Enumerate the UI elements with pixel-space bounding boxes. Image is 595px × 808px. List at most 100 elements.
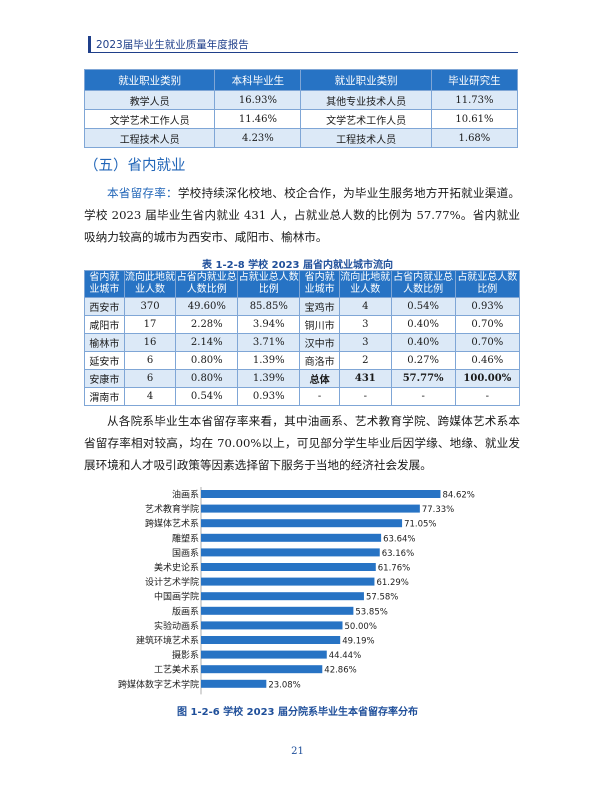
category-label: 美术史论系 — [154, 562, 199, 574]
table-cell: 0.80% — [175, 369, 239, 388]
paragraph-departments: 从各院系毕业生本省留存率来看，其中油画系、艺术教育学院、跨媒体艺术系本省留存率相… — [84, 414, 520, 472]
bar — [201, 577, 375, 586]
table-cell: 安康市 — [84, 369, 125, 388]
table-cell: 3.71% — [237, 333, 301, 352]
table-cell: 3.94% — [237, 315, 301, 334]
table-row: 渭南市 4 0.54% 0.93% - - - - — [84, 387, 521, 406]
column-header: 占省内就业总人数比例 — [175, 270, 239, 298]
table-cell: 10.61% — [430, 109, 519, 129]
table-cell: 0.54% — [175, 387, 239, 406]
table-cell: 0.80% — [175, 351, 239, 370]
table-cell: 铜川市 — [299, 315, 340, 334]
table-cell: 西安市 — [84, 297, 125, 316]
table-cell: 榆林市 — [84, 333, 125, 352]
table-cell: 文学艺术工作人员 — [83, 109, 216, 129]
value-label: 44.44% — [329, 651, 361, 661]
column-header: 毕业研究生 — [430, 69, 519, 91]
section-title: （五）省内就业 — [84, 158, 186, 174]
table-cell: 2.14% — [175, 333, 239, 352]
table-cell: 57.77% — [390, 369, 456, 388]
bar — [201, 650, 327, 659]
category-label: 工艺美术系 — [154, 664, 199, 676]
category-label: 摄影系 — [172, 649, 199, 661]
table-cell: - — [338, 387, 392, 406]
value-label: 77.33% — [422, 505, 454, 515]
column-header: 省内就业城市 — [299, 270, 340, 298]
category-label: 国画系 — [172, 548, 199, 559]
table-cell: 宝鸡市 — [299, 297, 340, 316]
table-cell: 0.93% — [237, 387, 301, 406]
table-cell: 4.23% — [214, 128, 302, 148]
table-cell: 11.46% — [214, 109, 302, 129]
table-cell: 渭南市 — [84, 387, 125, 406]
table-cell: - — [454, 387, 521, 406]
value-label: 49.19% — [342, 637, 374, 647]
table-cell: 工程技术人员 — [300, 128, 432, 148]
bar — [201, 665, 323, 674]
table-cell: 汉中市 — [299, 333, 340, 352]
table-cell: 0.70% — [454, 315, 521, 334]
column-header: 就业职业类别 — [300, 69, 432, 91]
table-row: 教学人员 16.93% 其他专业技术人员 11.73% — [83, 90, 519, 110]
table-cell: 1.39% — [237, 351, 301, 370]
table-cell: 0.46% — [454, 351, 521, 370]
table-cell: 4 — [123, 387, 177, 406]
table-cell: 49.60% — [175, 297, 239, 316]
table-cell: 85.85% — [237, 297, 301, 316]
table-cell: 6 — [123, 369, 177, 388]
bar — [201, 504, 420, 513]
bar — [201, 621, 343, 630]
bar — [201, 563, 376, 571]
occupation-table: 就业职业类别 本科毕业生 就业职业类别 毕业研究生 教学人员 16.93% 其他专业技术人… — [83, 69, 519, 148]
column-header: 占就业总人数比例 — [237, 270, 301, 298]
table-row: 延安市 6 0.80% 1.39% 商洛市 2 0.27% 0.46% — [84, 351, 521, 370]
table-caption: 表 1-2-8 学校 2023 届省内就业城市流向 — [202, 260, 393, 271]
table-row: 西安市 370 49.60% 85.85% 宝鸡市 4 0.54% 0.93% — [84, 297, 521, 316]
bar — [201, 592, 364, 601]
table-cell: 0.93% — [454, 297, 521, 316]
value-label: 57.58% — [366, 593, 398, 603]
table-cell: 370 — [123, 297, 177, 316]
value-label: 63.16% — [382, 549, 414, 559]
category-label: 中国画学院 — [154, 591, 199, 603]
table-cell: 工程技术人员 — [83, 128, 216, 148]
paragraph-text: 学校持续深化校地、校企合作，为毕业生服务地方开拓就业渠道。学校 2023 届毕业… — [84, 186, 520, 244]
table-cell: 17 — [123, 315, 177, 334]
category-label: 建筑环境艺术系 — [136, 635, 199, 647]
bar — [201, 519, 403, 528]
table-cell: 教学人员 — [83, 90, 216, 110]
table-cell: 1.68% — [430, 128, 519, 148]
table-cell: 3 — [338, 315, 392, 334]
table-cell: 16 — [123, 333, 177, 352]
category-label: 实验动画系 — [154, 620, 199, 632]
table-cell: 咸阳市 — [84, 315, 125, 334]
column-header: 省内就业城市 — [84, 270, 125, 298]
table-cell: 100.00% — [454, 369, 521, 388]
table-cell: 文学艺术工作人员 — [300, 109, 432, 129]
table-cell: 总体 — [299, 369, 340, 388]
column-header: 就业职业类别 — [83, 69, 216, 91]
table-cell: 1.39% — [237, 369, 301, 388]
category-label: 艺术教育学院 — [145, 503, 199, 515]
chart-caption: 图 1-2-6 学校 2023 届分院系毕业生本省留存率分布 — [177, 707, 418, 718]
table-row: 咸阳市 17 2.28% 3.94% 铜川市 3 0.40% 0.70% — [84, 315, 521, 334]
table-cell: 0.54% — [390, 297, 456, 316]
value-label: 71.05% — [404, 520, 436, 530]
table-cell: 0.27% — [390, 351, 456, 370]
category-label: 版画系 — [172, 605, 199, 617]
table-cell: - — [299, 387, 340, 406]
column-header: 流向此地就业人数 — [338, 270, 392, 298]
table-cell: 延安市 — [84, 351, 125, 370]
category-label: 雕塑系 — [172, 532, 199, 544]
bar — [201, 606, 354, 615]
table-cell: 6 — [123, 351, 177, 370]
bar — [201, 548, 380, 557]
table-cell: 商洛市 — [299, 351, 340, 370]
value-label: 63.64% — [383, 534, 415, 544]
table-cell: 4 — [338, 297, 392, 316]
column-header: 流向此地就业人数 — [123, 270, 177, 298]
header-rule — [88, 52, 518, 53]
table-cell: 其他专业技术人员 — [300, 90, 432, 110]
bar — [201, 533, 382, 542]
retention-bar-chart: 油画系 84.62% 艺术教育学院 77.33% 跨媒体艺术系 71.05% 雕塑系 63.6… — [118, 487, 475, 695]
